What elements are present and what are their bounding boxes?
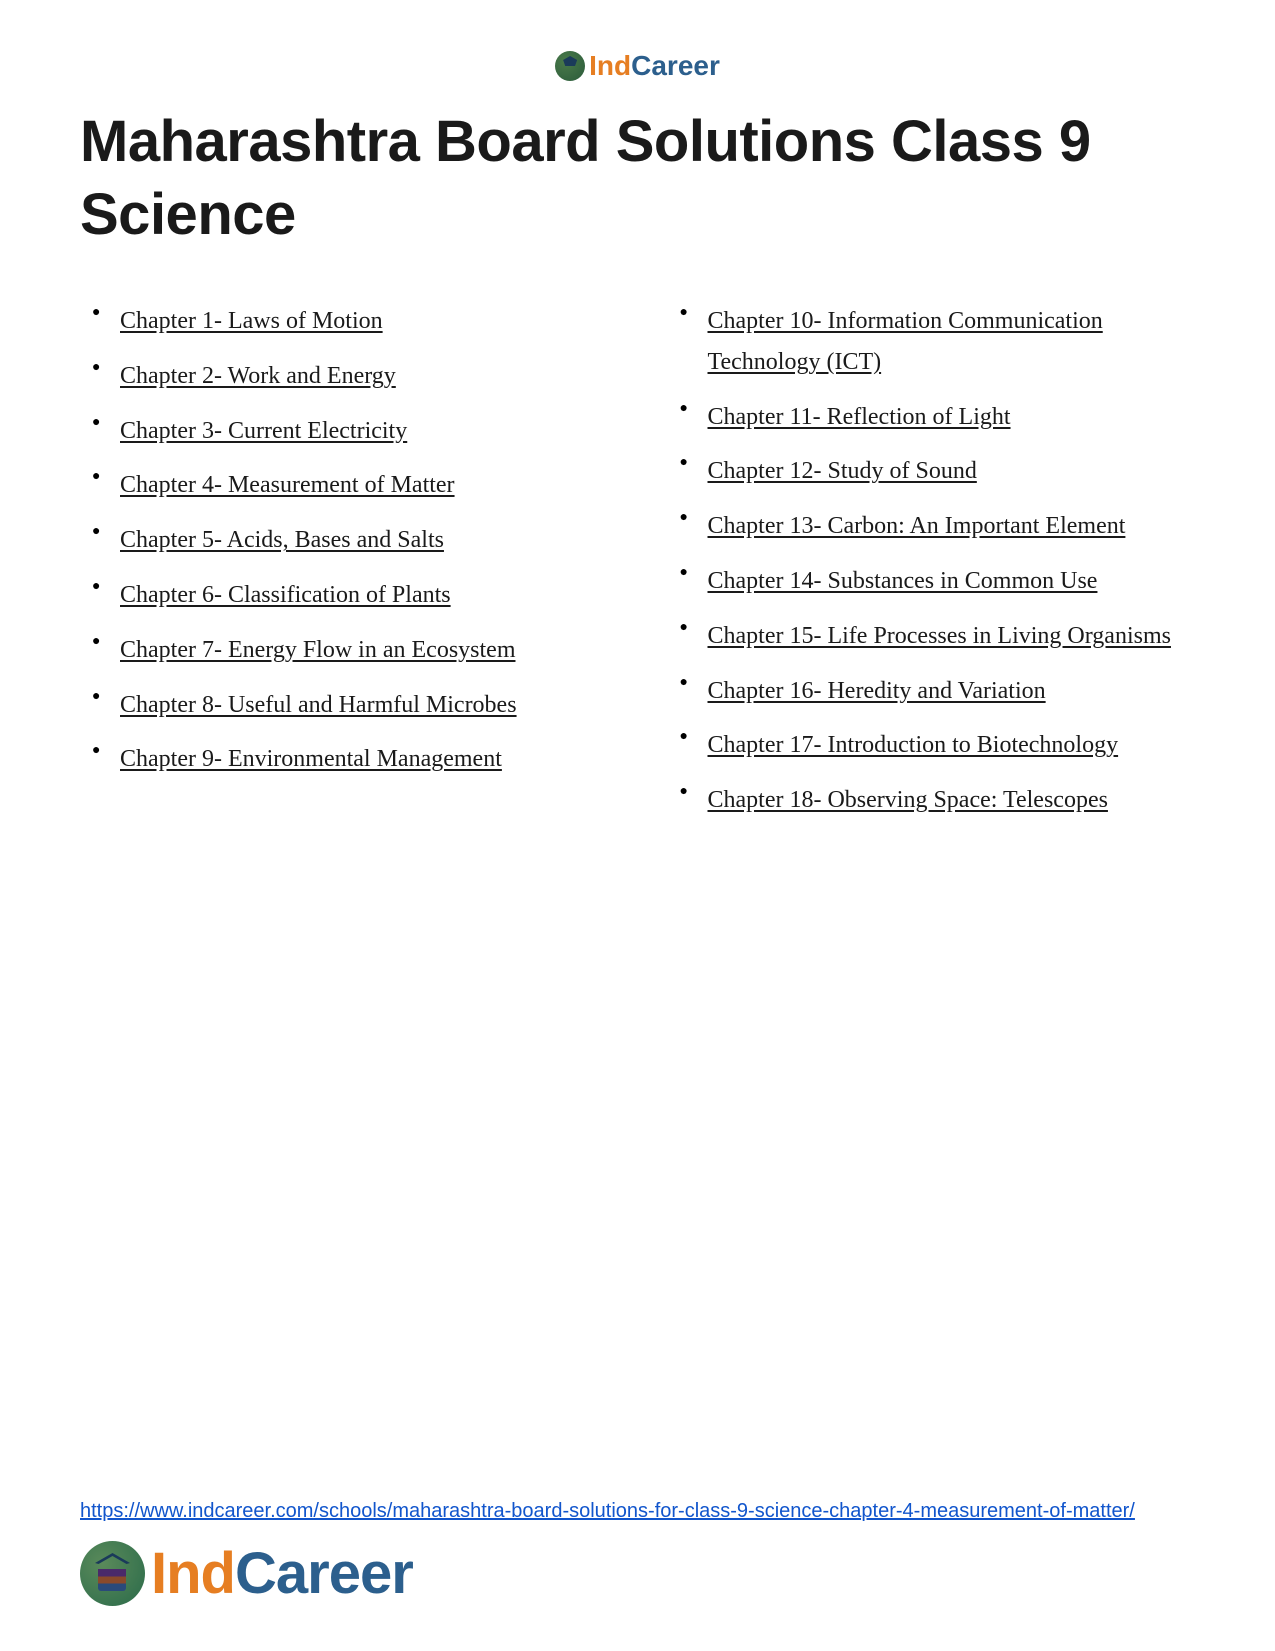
list-item: Chapter 18- Observing Space: Telescopes bbox=[668, 780, 1196, 821]
list-item: Chapter 3- Current Electricity bbox=[80, 411, 608, 452]
logo-small: IndCareer bbox=[555, 50, 720, 82]
footer-url: https://www.indcareer.com/schools/mahara… bbox=[80, 1497, 1195, 1525]
chapter-link[interactable]: Chapter 13- Carbon: An Important Element bbox=[708, 513, 1126, 539]
chapter-link[interactable]: Chapter 10- Information Communication Te… bbox=[708, 308, 1103, 375]
chapter-columns: Chapter 1- Laws of Motion Chapter 2- Wor… bbox=[80, 301, 1195, 835]
list-item: Chapter 13- Carbon: An Important Element bbox=[668, 506, 1196, 547]
logo-part1-large: Ind bbox=[151, 1541, 235, 1606]
chapter-link[interactable]: Chapter 14- Substances in Common Use bbox=[708, 568, 1098, 594]
left-column: Chapter 1- Laws of Motion Chapter 2- Wor… bbox=[80, 301, 608, 835]
list-item: Chapter 15- Life Processes in Living Org… bbox=[668, 616, 1196, 657]
list-item: Chapter 2- Work and Energy bbox=[80, 356, 608, 397]
right-column: Chapter 10- Information Communication Te… bbox=[668, 301, 1196, 835]
chapter-link[interactable]: Chapter 5- Acids, Bases and Salts bbox=[120, 527, 444, 553]
list-item: Chapter 11- Reflection of Light bbox=[668, 397, 1196, 438]
chapter-link[interactable]: Chapter 8- Useful and Harmful Microbes bbox=[120, 692, 517, 718]
list-item: Chapter 14- Substances in Common Use bbox=[668, 561, 1196, 602]
chapter-link[interactable]: Chapter 9- Environmental Management bbox=[120, 746, 502, 772]
list-item: Chapter 12- Study of Sound bbox=[668, 451, 1196, 492]
list-item: Chapter 16- Heredity and Variation bbox=[668, 671, 1196, 712]
list-item: Chapter 5- Acids, Bases and Salts bbox=[80, 520, 608, 561]
chapter-link[interactable]: Chapter 16- Heredity and Variation bbox=[708, 678, 1046, 704]
chapter-link[interactable]: Chapter 11- Reflection of Light bbox=[708, 404, 1011, 430]
chapter-list-left: Chapter 1- Laws of Motion Chapter 2- Wor… bbox=[80, 301, 608, 780]
chapter-link[interactable]: Chapter 17- Introduction to Biotechnolog… bbox=[708, 732, 1119, 758]
footer: https://www.indcareer.com/schools/mahara… bbox=[80, 1497, 1195, 1611]
logo-text-large: IndCareer bbox=[151, 1540, 413, 1607]
chapter-link[interactable]: Chapter 4- Measurement of Matter bbox=[120, 472, 455, 498]
logo-text: IndCareer bbox=[589, 50, 720, 82]
chapter-link[interactable]: Chapter 1- Laws of Motion bbox=[120, 308, 383, 334]
chapter-link[interactable]: Chapter 6- Classification of Plants bbox=[120, 582, 451, 608]
chapter-link[interactable]: Chapter 7- Energy Flow in an Ecosystem bbox=[120, 637, 515, 663]
header-logo: IndCareer bbox=[80, 50, 1195, 86]
logo-part1: Ind bbox=[589, 50, 631, 81]
list-item: Chapter 9- Environmental Management bbox=[80, 739, 608, 780]
logo-icon bbox=[555, 51, 585, 81]
chapter-link[interactable]: Chapter 2- Work and Energy bbox=[120, 363, 396, 389]
logo-icon-large bbox=[80, 1541, 145, 1606]
list-item: Chapter 6- Classification of Plants bbox=[80, 575, 608, 616]
logo-part2-large: Career bbox=[235, 1541, 413, 1606]
chapter-list-right: Chapter 10- Information Communication Te… bbox=[668, 301, 1196, 821]
list-item: Chapter 7- Energy Flow in an Ecosystem bbox=[80, 630, 608, 671]
chapter-link[interactable]: Chapter 18- Observing Space: Telescopes bbox=[708, 787, 1108, 813]
chapter-link[interactable]: Chapter 3- Current Electricity bbox=[120, 418, 407, 444]
list-item: Chapter 17- Introduction to Biotechnolog… bbox=[668, 725, 1196, 766]
chapter-link[interactable]: Chapter 12- Study of Sound bbox=[708, 458, 977, 484]
footer-logo: IndCareer bbox=[80, 1540, 413, 1607]
logo-part2: Career bbox=[631, 50, 720, 81]
list-item: Chapter 8- Useful and Harmful Microbes bbox=[80, 685, 608, 726]
list-item: Chapter 10- Information Communication Te… bbox=[668, 301, 1196, 383]
chapter-link[interactable]: Chapter 15- Life Processes in Living Org… bbox=[708, 623, 1171, 649]
list-item: Chapter 1- Laws of Motion bbox=[80, 301, 608, 342]
footer-link[interactable]: https://www.indcareer.com/schools/mahara… bbox=[80, 1500, 1135, 1522]
list-item: Chapter 4- Measurement of Matter bbox=[80, 465, 608, 506]
page-title: Maharashtra Board Solutions Class 9 Scie… bbox=[80, 106, 1195, 251]
